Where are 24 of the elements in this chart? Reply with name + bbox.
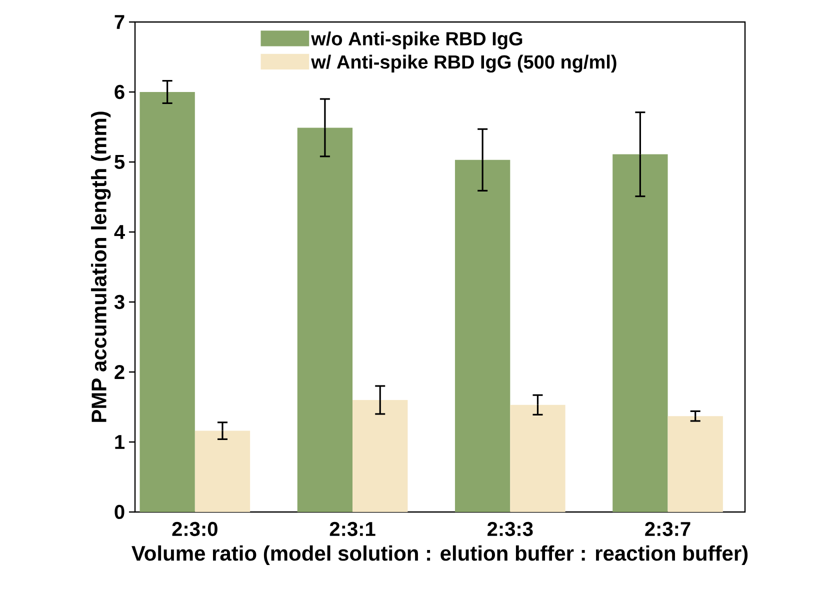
y-tick-label: 1 — [115, 435, 125, 449]
x-tick-label: 2:3:7 — [645, 522, 690, 536]
y-tick-label: 7 — [114, 15, 124, 29]
bar — [352, 400, 408, 512]
y-tick-label: 4 — [114, 225, 125, 239]
y-tick-label: 2 — [114, 365, 124, 379]
legend-label: w/o Anti-spike RBD IgG — [311, 31, 522, 50]
x-tick-label: 2:3:1 — [330, 522, 376, 536]
x-tick-label: 2:3:3 — [487, 522, 533, 536]
bar — [194, 430, 250, 512]
y-tick-label: 0 — [114, 504, 124, 520]
y-tick-label: 5 — [114, 155, 125, 169]
bar — [454, 160, 510, 512]
y-tick-label: 3 — [114, 294, 124, 310]
y-axis-title: PMP accumulation length (mm) — [91, 112, 111, 422]
bar — [668, 416, 723, 512]
bar — [297, 128, 353, 512]
bar — [612, 154, 668, 512]
bar — [510, 404, 566, 512]
x-axis-title: Volume ratio (model solution : elution buffer : reaction buffer) — [132, 545, 748, 565]
y-tick-label: 6 — [114, 84, 124, 100]
legend-label: w/ Anti-spike RBD IgG (500 ng/ml) — [311, 54, 616, 73]
bar — [140, 92, 195, 512]
x-tick-label: 2:3:0 — [172, 522, 218, 536]
